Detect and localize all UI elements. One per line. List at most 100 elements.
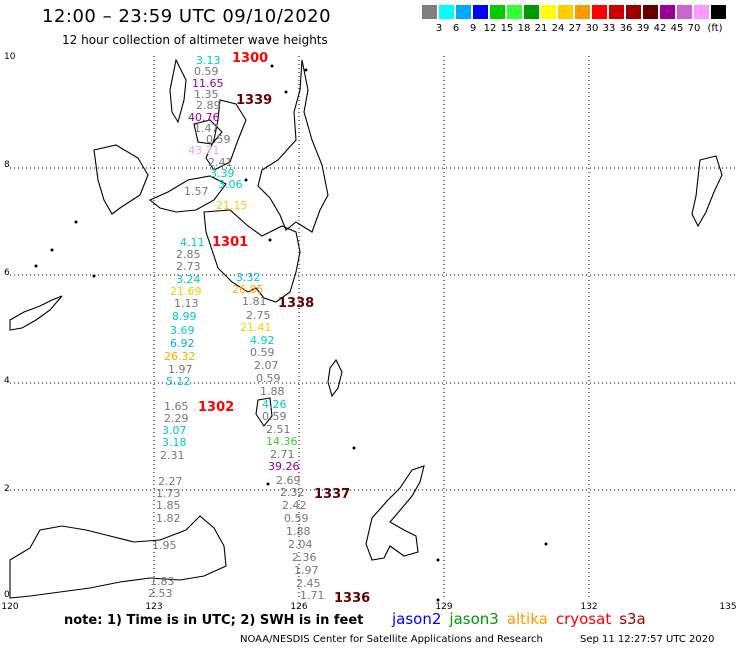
coastlines	[9, 58, 723, 599]
small-islands	[34, 64, 548, 602]
satellite-legend: jason2 jason3 altika cryosat s3a	[392, 610, 654, 628]
swh-value-track-c: 4.92	[250, 334, 275, 347]
scale-swatch	[507, 5, 522, 19]
page-title: 12:00 – 23:59 UTC 09/10/2020	[42, 6, 332, 27]
scale-label: 33	[602, 23, 616, 34]
swh-value-track-a: 2.41	[208, 155, 233, 169]
coastline-talaud	[327, 358, 343, 398]
scale-swatch	[473, 5, 488, 19]
scale-label: 36	[619, 23, 633, 34]
lon-label-126: 126	[290, 602, 308, 612]
swh-value-track-b: 1.82	[156, 512, 181, 525]
swh-value-track-a: 2.89	[196, 99, 221, 113]
coastline-borneo	[9, 515, 227, 599]
coastline-bohol	[193, 119, 223, 145]
coastline-mindanao	[203, 209, 301, 303]
scale-swatch	[422, 5, 437, 19]
swh-value-track-a: 3.06	[218, 178, 243, 192]
scale-swatch	[660, 5, 675, 19]
swh-value-track-b: 6.92	[170, 337, 195, 350]
swh-value-track-b: 3.69	[170, 324, 195, 337]
swh-value-track-c: 21.41	[240, 321, 272, 334]
swh-value-track-c: 2.71	[270, 448, 295, 461]
scale-label: 6	[452, 23, 460, 34]
satellite-jason2: jason2	[392, 610, 442, 628]
pass-time-label: 1301	[212, 235, 249, 250]
swh-value-track-b: 1.57	[184, 185, 209, 198]
swh-value-track-a: 3.39	[210, 167, 235, 180]
scale-label: 30	[585, 23, 599, 34]
swh-value-track-b: 2.27	[158, 475, 183, 488]
scale-swatch	[541, 5, 556, 19]
lat-label-10: 10	[4, 52, 16, 62]
swh-value-track-a: 40.76	[188, 110, 220, 124]
scale-label: 9	[469, 23, 477, 34]
lon-label-120: 120	[1, 602, 19, 612]
lon-label-132: 132	[580, 602, 598, 612]
scale-swatch	[694, 5, 709, 19]
swh-value-track-c: 2.36	[292, 551, 317, 564]
swh-value-track-c: 1.97	[294, 564, 319, 577]
swh-value-track-c: 26.85	[232, 283, 264, 296]
swh-value-track-c: 2.75	[246, 309, 271, 322]
pass-time-label: 1302	[198, 400, 235, 415]
swh-value-track-a: 0.59	[206, 133, 231, 147]
scale-swatch	[439, 5, 454, 19]
graticule	[10, 56, 735, 598]
swh-value-track-c: 39.26	[268, 460, 300, 473]
scale-swatch	[643, 5, 658, 19]
swh-value-track-b: 1.95	[152, 539, 177, 552]
lon-label-135: 135	[719, 602, 737, 612]
satellite-jason3: jason3	[449, 610, 499, 628]
swh-value-track-c: 0.59	[256, 372, 281, 385]
scale-label: 15	[500, 23, 514, 34]
scale-swatch	[575, 5, 590, 19]
coastline-halmahera	[365, 465, 425, 561]
scale-label: 21	[534, 23, 548, 34]
swh-value-track-b: 4.11	[180, 236, 205, 249]
scale-swatch	[592, 5, 607, 19]
pass-time-label: 1336	[334, 591, 371, 606]
swh-value-track-c: 2.69	[276, 474, 301, 487]
swh-value-track-c: 2.51	[266, 423, 291, 436]
swh-value-track-c: 0.59	[262, 410, 287, 423]
scale-swatch	[490, 5, 505, 19]
scale-swatch	[456, 5, 471, 19]
scale-label: 18	[517, 23, 531, 34]
swh-value-track-c: 0.59	[250, 346, 275, 359]
scale-label: 70	[687, 23, 701, 34]
coastline-leyte	[205, 99, 247, 171]
coastline-palawan	[691, 155, 723, 228]
lat-label-0: 0	[4, 590, 10, 600]
scale-unit: (ft)	[707, 23, 723, 34]
swh-value-track-c: 1.88	[260, 385, 285, 398]
scale-swatch	[558, 5, 573, 19]
lat-label-4: 4	[4, 376, 10, 386]
swh-value-track-b: 2.53	[148, 587, 173, 600]
scale-label: 24	[551, 23, 565, 34]
scale-label: 3	[435, 23, 443, 34]
swh-value-track-b: 21.15	[216, 199, 248, 212]
swh-value-track-c: 2.45	[296, 577, 321, 590]
swh-value-track-c: 4.26	[262, 398, 287, 411]
lat-label-6: 6	[4, 268, 10, 278]
scale-swatch	[626, 5, 641, 19]
scale-label: 45	[670, 23, 684, 34]
swh-value-track-b: 2.73	[176, 260, 201, 273]
swh-value-track-a: 43.71	[188, 144, 220, 158]
swh-value-track-c: 14.36	[266, 435, 298, 448]
scale-label: 27	[568, 23, 582, 34]
satellite-cryosat: cryosat	[555, 610, 612, 628]
scale-label: 42	[653, 23, 667, 34]
page-subtitle: 12 hour collection of altimeter wave hei…	[62, 33, 328, 47]
swh-value-track-c: 2.42	[282, 499, 307, 512]
swh-value-track-b: 2.31	[160, 449, 185, 462]
scale-swatch	[711, 5, 726, 19]
lat-label-8: 8	[4, 160, 10, 170]
lon-label-129: 129	[435, 602, 453, 612]
swh-value-track-b: 1.97	[168, 363, 193, 376]
swh-value-track-c: 2.32	[280, 486, 305, 499]
satellite-s3a: s3a	[619, 610, 646, 628]
scale-label: 12	[483, 23, 497, 34]
